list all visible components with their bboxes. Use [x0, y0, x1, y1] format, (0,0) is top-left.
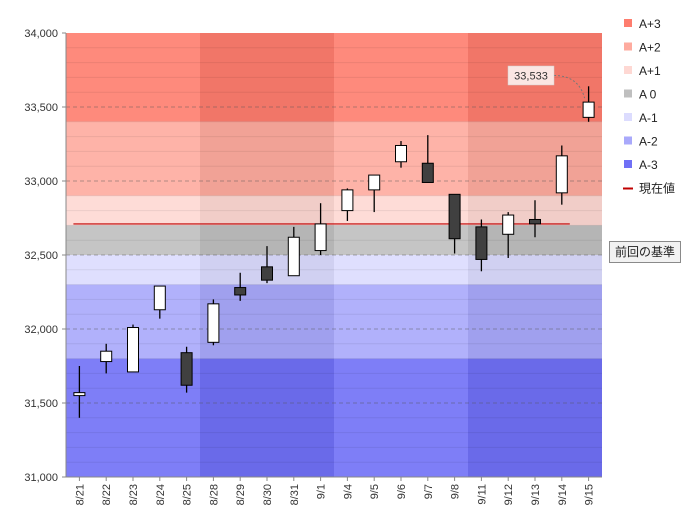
y-tick-label: 32,000	[24, 324, 58, 336]
x-tick-label: 9/1	[316, 484, 328, 499]
candle-body	[555, 155, 568, 194]
legend-swatch	[624, 19, 632, 27]
x-tick-label: 8/28	[208, 484, 220, 505]
legend-label: A+1	[639, 64, 661, 78]
legend-swatch	[624, 89, 632, 98]
x-tick-label: 8/25	[182, 484, 194, 505]
x-tick-label: 9/15	[584, 484, 596, 505]
legend-label: 現在値	[639, 181, 675, 196]
legend-label: A+3	[639, 17, 661, 31]
candle-body	[341, 189, 354, 212]
legend-swatch	[624, 136, 632, 145]
axes: 31,000 31,500 32,000 32,500 33,000 33,500 34,0…	[24, 28, 602, 505]
candle-body	[153, 285, 166, 311]
annotation-value: 33,533	[514, 71, 548, 83]
legend-swatch	[624, 42, 632, 51]
y-tick-label: 33,500	[24, 102, 58, 114]
x-tick-label: 8/24	[155, 484, 167, 505]
band-2	[66, 121, 602, 196]
candle-body	[100, 350, 113, 363]
y-tick-label: 31,000	[24, 472, 58, 484]
legend-label: A-1	[639, 111, 658, 125]
y-tick-label: 33,000	[24, 176, 58, 188]
candle-body	[421, 162, 434, 183]
band-5	[66, 255, 602, 285]
candle-body	[180, 352, 193, 386]
price-annotation: 33,533	[507, 65, 586, 99]
legend-label: A-3	[639, 158, 658, 172]
candle-body	[207, 303, 220, 343]
x-tick-label: 9/8	[450, 484, 462, 499]
candle-body	[448, 193, 461, 240]
previous-reference-button[interactable]: 前回の基準	[609, 241, 682, 263]
x-tick-label: 9/12	[503, 484, 515, 505]
x-tick-label: 9/13	[530, 484, 542, 505]
candle-body	[287, 236, 300, 277]
candle-body	[261, 266, 273, 281]
x-tick-label: 9/5	[369, 484, 381, 499]
candle-body	[127, 327, 139, 373]
week-shade-4	[468, 33, 602, 477]
candle-body	[73, 392, 86, 397]
x-tick-label: 9/11	[476, 484, 488, 505]
candle-body	[234, 287, 247, 296]
candle-body	[314, 223, 327, 252]
legend-swatch	[624, 113, 632, 121]
x-tick-label: 9/14	[557, 484, 569, 505]
week-shade-1	[66, 33, 200, 477]
x-tick-label: 9/6	[396, 484, 408, 499]
x-tick-label: 9/7	[423, 484, 435, 499]
x-tick-label: 9/4	[342, 484, 354, 499]
candle-body	[582, 101, 595, 118]
candle-body	[475, 226, 488, 260]
week-shade-3	[334, 33, 468, 477]
x-tick-label: 8/31	[289, 484, 301, 505]
band-7	[66, 358, 602, 477]
candle-body	[502, 214, 515, 235]
legend-label: A 0	[639, 88, 657, 102]
legend: A+3 A+2 A+1 A 0 A-1 A-2 A-3 現在値	[623, 17, 675, 196]
legend-label: A+2	[639, 41, 661, 55]
y-tick-label: 34,000	[24, 28, 58, 40]
annotation-leader	[553, 75, 586, 99]
annotation-box	[507, 65, 555, 86]
candles	[73, 86, 595, 418]
x-tick-label: 8/22	[101, 484, 113, 505]
y-tick-label: 31,500	[24, 398, 58, 410]
legend-swatch	[624, 66, 632, 74]
x-tick-label: 8/23	[128, 484, 140, 505]
candle-body	[368, 174, 381, 191]
legend-swatch	[624, 160, 632, 168]
x-tick-label: 8/21	[74, 484, 86, 505]
legend-label: A-2	[639, 135, 658, 149]
x-tick-label: 8/29	[235, 484, 247, 505]
candle-body	[395, 144, 407, 163]
candle-body	[529, 218, 541, 225]
y-tick-label: 32,500	[24, 250, 58, 262]
x-tick-label: 8/30	[262, 484, 274, 505]
